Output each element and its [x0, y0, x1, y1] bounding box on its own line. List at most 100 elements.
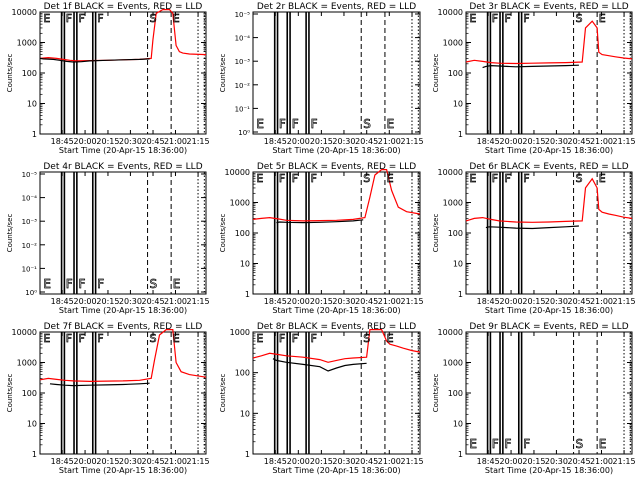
panel-det-5: Det 5r BLACK = Events, RED = LLD Counts/s… [219, 162, 424, 315]
x-tick-label: 20:00 [500, 297, 523, 306]
panel-det-2: Det 2r BLACK = Events, RED = LLD Counts/s… [219, 2, 424, 155]
y-tick-label: 1 [245, 290, 250, 299]
y-tick-label: 10 [27, 100, 37, 109]
x-tick-label: 21:15 [187, 137, 210, 146]
x-axis-label: Start Time (20-Apr-15 18:36:00) [272, 146, 400, 155]
x-tick-label: 21:00 [164, 297, 187, 306]
y-tick-label: 10⁻³ [22, 218, 38, 226]
marker-letter-s: S [576, 172, 583, 185]
panel-title: Det 3r BLACK = Events, RED = LLD [469, 2, 628, 12]
marker-letter-f: F [292, 332, 298, 345]
marker-letter-e: E [469, 172, 476, 185]
events-series-line [482, 64, 579, 69]
x-tick-label: 21:00 [378, 297, 401, 306]
x-tick-label: 21:15 [613, 297, 636, 306]
y-tick-label: 10⁰ [238, 129, 250, 137]
x-tick-label: 21:15 [187, 297, 210, 306]
x-tick-label: 18:45 [51, 457, 74, 466]
y-tick-label: 10 [27, 420, 37, 429]
x-tick-label: 21:15 [613, 137, 636, 146]
y-axis-label: Counts/sec [432, 374, 440, 413]
marker-letter-f: F [79, 277, 86, 291]
marker-letter-f: F [292, 172, 298, 185]
x-tick-label: 20:45 [141, 297, 164, 306]
marker-letter-e: E [469, 437, 477, 451]
marker-letter-e: E [256, 172, 263, 185]
y-tick-label: 1 [32, 130, 37, 139]
marker-letter-f: F [66, 332, 72, 345]
y-tick-label: 10 [240, 260, 250, 269]
x-tick-label: 18:45 [51, 137, 74, 146]
y-tick-label: 10⁻⁴ [235, 35, 251, 43]
plot-frame [39, 171, 207, 295]
x-tick-label: 20:15 [522, 297, 545, 306]
x-tick-label: 21:00 [590, 137, 613, 146]
marker-letter-f: F [66, 277, 73, 291]
y-axis-label: Counts/sec [432, 54, 440, 93]
panel-det-6: Det 6r BLACK = Events, RED = LLD Counts/s… [432, 162, 636, 315]
marker-letter-f: F [66, 12, 72, 25]
panel-title: Det 5r BLACK = Events, RED = LLD [257, 162, 416, 172]
x-tick-label: 18:45 [264, 297, 287, 306]
marker-letter-e: E [43, 12, 50, 25]
y-tick-label: 10000 [12, 328, 37, 337]
marker-letter-f: F [523, 437, 530, 451]
x-tick-label: 18:45 [477, 137, 500, 146]
marker-letter-e: E [43, 277, 51, 291]
y-tick-label: 1 [458, 450, 463, 459]
lld-series-line [39, 329, 207, 383]
marker-letter-e: E [599, 172, 606, 185]
x-axis-label: Start Time (20-Apr-15 18:36:00) [485, 466, 613, 475]
marker-letter-f: F [311, 117, 318, 131]
y-axis-label: Counts/sec [219, 214, 227, 253]
marker-letter-e: E [599, 437, 607, 451]
x-tick-label: 18:45 [51, 297, 74, 306]
x-tick-label: 20:00 [74, 297, 97, 306]
marker-letter-f: F [505, 437, 512, 451]
lld-series-line [39, 9, 207, 62]
marker-letter-s: S [363, 117, 371, 131]
x-tick-label: 20:30 [119, 457, 142, 466]
marker-letter-s: S [150, 332, 157, 345]
marker-letter-f: F [97, 12, 103, 25]
y-tick-label: 10⁻³ [235, 58, 251, 66]
lld-series-line [252, 329, 421, 363]
panel-det-1: Det 1f BLACK = Events, RED = LLD Counts/s… [6, 2, 210, 155]
x-tick-label: 21:00 [164, 457, 187, 466]
marker-letter-f: F [523, 172, 529, 185]
marker-letter-e: E [173, 12, 180, 25]
x-tick-label: 20:00 [287, 297, 310, 306]
marker-letter-s: S [576, 437, 584, 451]
x-tick-label: 18:45 [477, 297, 500, 306]
lld-series-line [252, 169, 421, 222]
y-tick-label: 10⁻⁵ [22, 171, 38, 179]
x-axis-label: Start Time (20-Apr-15 18:36:00) [272, 306, 400, 315]
panel-title: Det 1f BLACK = Events, RED = LLD [44, 2, 203, 12]
x-tick-label: 21:00 [590, 457, 613, 466]
y-tick-label: 10000 [12, 8, 37, 17]
events-series-line [276, 219, 364, 224]
x-tick-label: 20:15 [310, 297, 333, 306]
y-tick-label: 10⁻⁵ [235, 11, 251, 19]
y-axis-label: Counts/sec [219, 54, 227, 93]
x-tick-label: 20:00 [500, 457, 523, 466]
marker-letter-s: S [576, 12, 583, 25]
x-tick-label: 20:15 [96, 137, 119, 146]
y-tick-label: 1000 [17, 359, 37, 368]
x-tick-label: 20:00 [287, 137, 310, 146]
x-axis-label: Start Time (20-Apr-15 18:36:00) [59, 466, 187, 475]
x-tick-label: 20:30 [332, 297, 355, 306]
x-tick-label: 21:15 [401, 297, 424, 306]
marker-letter-f: F [523, 12, 529, 25]
x-tick-label: 21:15 [401, 137, 424, 146]
y-tick-label: 1 [32, 450, 37, 459]
x-axis-label: Start Time (20-Apr-15 18:36:00) [485, 306, 613, 315]
x-tick-label: 20:45 [567, 137, 590, 146]
marker-letter-f: F [279, 117, 286, 131]
x-tick-label: 20:00 [500, 137, 523, 146]
x-tick-label: 20:30 [119, 297, 142, 306]
marker-letter-s: S [150, 277, 158, 291]
marker-letter-f: F [505, 12, 511, 25]
x-tick-label: 20:15 [522, 137, 545, 146]
y-tick-label: 10⁰ [25, 289, 37, 297]
